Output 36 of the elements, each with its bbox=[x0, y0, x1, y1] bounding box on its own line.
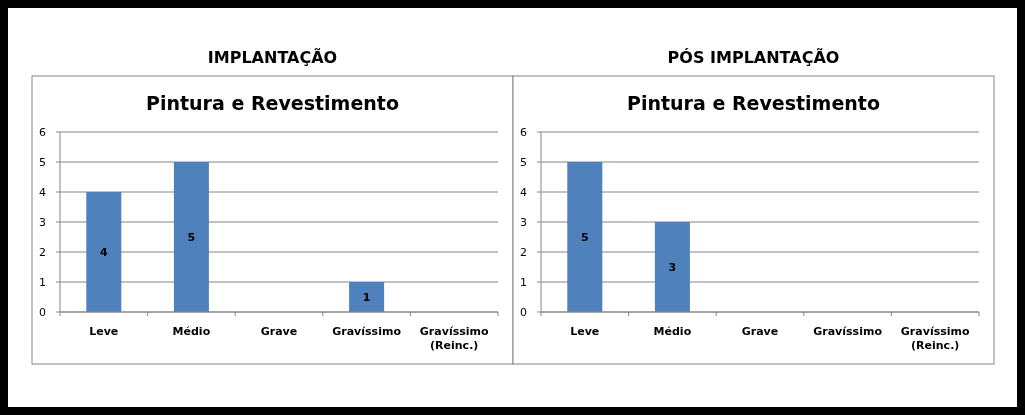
y-tick-label: 0 bbox=[520, 306, 527, 319]
y-tick-label: 5 bbox=[39, 156, 46, 169]
chart-subtitle: Pintura e Revestimento bbox=[146, 92, 399, 114]
bar bbox=[86, 192, 122, 312]
y-tick-label: 1 bbox=[39, 276, 46, 289]
chart-subtitle: Pintura e Revestimento bbox=[627, 92, 880, 114]
x-tick-label: Gravíssimo bbox=[813, 325, 883, 338]
y-tick-label: 6 bbox=[39, 126, 46, 139]
y-tick-label: 2 bbox=[520, 246, 527, 259]
data-label: 3 bbox=[668, 261, 677, 274]
y-tick-label: 2 bbox=[39, 246, 46, 259]
x-tick-label: Gravíssimo (Reinc.) bbox=[419, 325, 489, 352]
bar bbox=[173, 162, 209, 312]
y-tick-label: 4 bbox=[520, 186, 527, 199]
x-tick-label: Gravíssimo (Reinc.) bbox=[900, 325, 970, 352]
chart-title: IMPLANTAÇÃO bbox=[207, 48, 338, 67]
x-tick-label: Gravíssimo bbox=[332, 325, 402, 338]
data-label: 5 bbox=[580, 231, 589, 244]
y-tick-label: 4 bbox=[39, 186, 46, 199]
data-label: 4 bbox=[99, 246, 108, 259]
x-tick-label: Grave bbox=[741, 325, 779, 338]
data-label: 5 bbox=[187, 231, 196, 244]
x-tick-label: Médio bbox=[653, 325, 692, 338]
y-tick-label: 1 bbox=[520, 276, 527, 289]
y-tick-label: 6 bbox=[520, 126, 527, 139]
x-tick-label: Leve bbox=[89, 325, 119, 338]
y-tick-label: 3 bbox=[520, 216, 527, 229]
bar bbox=[349, 282, 385, 312]
x-tick-label: Leve bbox=[570, 325, 600, 338]
chart-title: PÓS IMPLANTAÇÃO bbox=[667, 48, 840, 67]
data-label: 1 bbox=[362, 291, 371, 304]
y-tick-label: 0 bbox=[39, 306, 46, 319]
y-tick-label: 5 bbox=[520, 156, 527, 169]
x-tick-label: Grave bbox=[260, 325, 298, 338]
x-tick-label: Médio bbox=[172, 325, 211, 338]
y-tick-label: 3 bbox=[39, 216, 46, 229]
